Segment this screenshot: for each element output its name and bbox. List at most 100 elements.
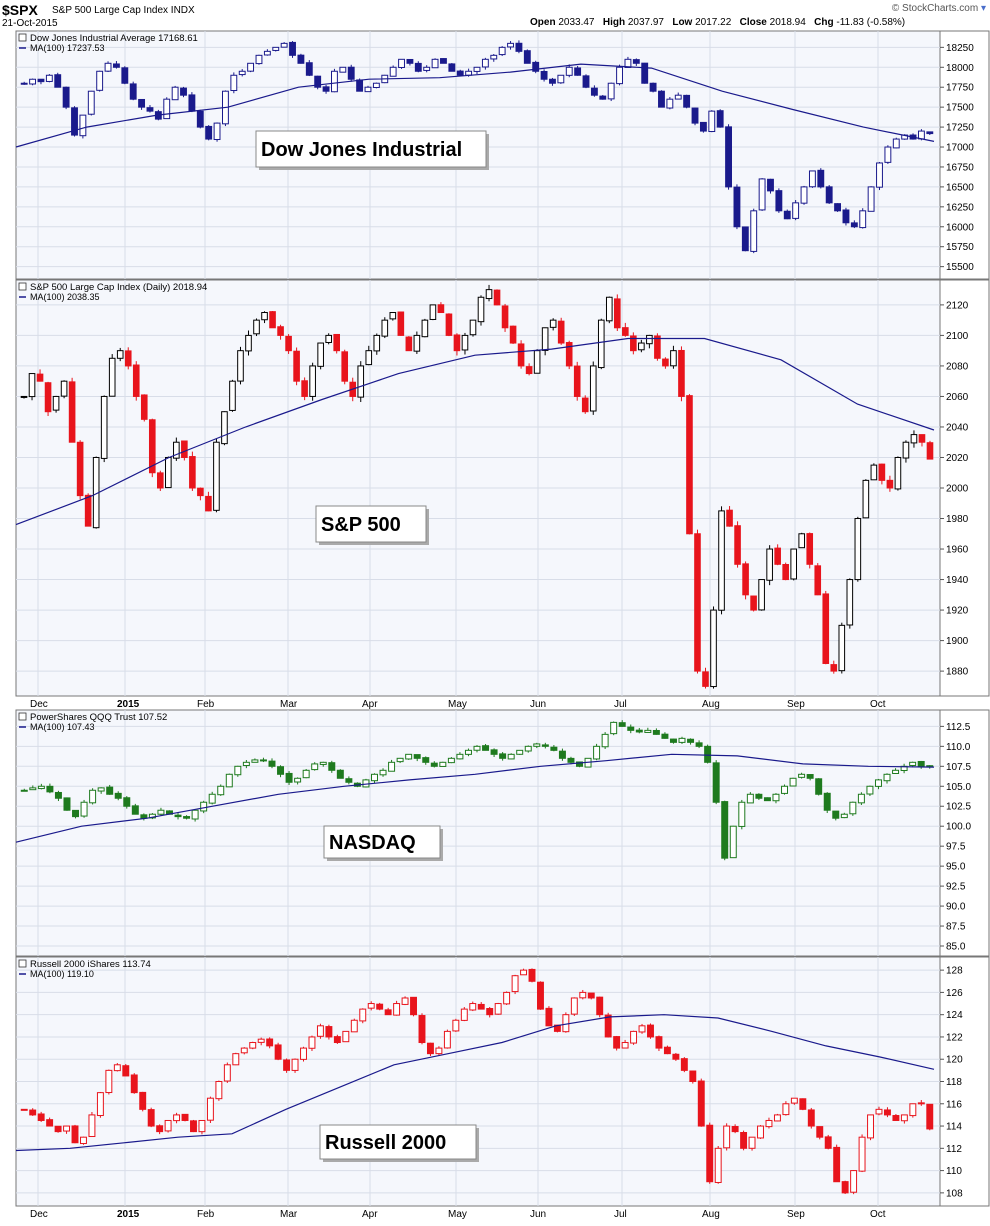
panel-3-candle-body: [359, 1008, 367, 1022]
panel-1-candle-body: [357, 365, 365, 398]
panel-2-candle-body: [396, 757, 404, 763]
panel-3-y-tick-label: 128: [946, 966, 963, 977]
panel-3-candle-body: [164, 1119, 172, 1132]
panel-2-candle-body: [106, 786, 114, 795]
panel-0-candle-body: [180, 87, 187, 96]
panel-1-candle-body: [461, 334, 469, 351]
panel-1-candle-body: [157, 472, 164, 489]
panel-0-candle-body: [674, 94, 682, 100]
panel-3-candle-body: [460, 1008, 468, 1021]
panel-2-candle-body: [54, 791, 62, 799]
panel-2-candle-body: [781, 785, 789, 794]
panel-3-candle-body: [621, 1042, 629, 1049]
panel-2-candle-body: [63, 797, 71, 811]
panel-3-candle-body: [714, 1147, 722, 1183]
panel-0-candle-body: [465, 70, 473, 76]
panel-0-candle-body: [917, 130, 925, 140]
panel-1-candle-body: [854, 518, 862, 581]
panel-0-candle-body: [691, 107, 699, 124]
panel-3-candle-body: [410, 996, 417, 1016]
panel-0-candle-body: [129, 83, 137, 100]
panel-3-candle-body: [96, 1092, 104, 1117]
panel-1-candle-body: [638, 342, 645, 351]
panel-0-y-tick-label: 18250: [946, 43, 974, 54]
panel-1-candle-body: [181, 440, 188, 458]
panel-1-candle-body: [838, 624, 846, 672]
panel-3-candle-body: [782, 1103, 790, 1116]
panel-0-candle-body: [347, 66, 355, 80]
panel-1-annotation-label: S&P 500: [321, 514, 401, 536]
panel-0-candle-body: [758, 178, 766, 211]
panel-1-candle-body: [902, 441, 910, 459]
panel-3-candle-body: [308, 1036, 316, 1049]
panel-3-candle-body: [486, 1008, 494, 1016]
panel-2-candle-body: [37, 785, 45, 790]
panel-0-candle-body: [356, 79, 364, 92]
panel-2-candle-body: [234, 765, 242, 776]
panel-2-y-tick-label: 90.0: [946, 902, 966, 913]
panel-1-candle-body: [381, 319, 389, 337]
panel-2-candle-body: [72, 809, 80, 818]
panel-2-annotation-label: NASDAQ: [329, 832, 416, 854]
panel-3-candle-body: [926, 1103, 934, 1130]
panel-1-candle-body: [686, 395, 693, 535]
panel-0-candle-body: [138, 98, 146, 108]
panel-1-candle-body: [750, 595, 757, 611]
panel-3-candle-body: [520, 969, 528, 976]
panel-0-y-tick-label: 17250: [946, 123, 974, 134]
panel-1-candle-body: [573, 365, 581, 397]
panel-0-candle-body: [716, 110, 724, 128]
panel-0-annotation-box: [255, 130, 487, 168]
panel-3-candle-body: [875, 1108, 883, 1115]
panel-0-candle-body: [767, 178, 774, 192]
x-axis-month-label: Oct: [870, 1209, 886, 1220]
panel-1-candle-body: [678, 349, 685, 397]
panel-2-candle-body: [874, 779, 882, 787]
panel-3-candle-body: [562, 1014, 570, 1033]
panel-0-candle-body: [163, 98, 171, 120]
panel-2-candle-body: [593, 745, 601, 760]
panel-1-candle-body: [148, 419, 156, 474]
panel-3-candle-body: [680, 1058, 688, 1071]
panel-3-candle-body: [579, 991, 587, 999]
panel-1-candle-body: [108, 357, 116, 397]
panel-2-candle-body: [627, 726, 635, 731]
panel-0-y-tick-label: 17500: [946, 103, 974, 114]
panel-3-candle-body: [503, 991, 511, 1005]
panel-0-candle-body: [892, 138, 900, 149]
panel-2-frame: [15, 709, 941, 957]
stockcharts-credit[interactable]: © StockCharts.com ▾: [891, 3, 986, 14]
panel-1-candle-body: [429, 304, 437, 320]
panel-2-candle-body: [336, 769, 344, 779]
panel-3-candle-body: [706, 1124, 714, 1183]
panel-3-candle-body: [240, 1047, 248, 1054]
panel-0-legend-ma: MA(100) 17237.53: [30, 43, 105, 53]
panel-2-candle-body: [217, 785, 225, 796]
panel-2-candle-body: [704, 745, 712, 763]
panel-3-candle-body: [350, 1019, 358, 1033]
panel-3-candle-body: [206, 1097, 214, 1121]
panel-0-candle-body: [607, 82, 615, 100]
panel-0-candle-body: [565, 66, 573, 76]
panel-0-candle-body: [230, 74, 238, 92]
x-axis-month-label: Apr: [362, 699, 378, 710]
panel-2-y-tick-label: 102.5: [946, 802, 971, 813]
panel-0-ma-line: [15, 63, 935, 148]
panel-2-candle-body: [379, 769, 387, 776]
panel-1-candle-body: [197, 487, 204, 497]
symbol-name: S&P 500 Large Cap Index INDX: [52, 5, 195, 16]
panel-2-candle-body: [849, 801, 857, 815]
panel-1-ma-line: [15, 337, 935, 526]
panel-2-candle-body: [857, 793, 865, 804]
panel-2-candle-body: [464, 749, 472, 755]
panel-1-candle-body: [742, 563, 749, 596]
panel-3-candle-body: [833, 1146, 841, 1183]
panel-0-candle-body: [364, 86, 372, 93]
x-axis-month-label: 2015: [117, 1209, 140, 1220]
panel-0-candle-body: [238, 70, 246, 76]
panel-2-candle-body: [652, 729, 660, 735]
panel-1-candle-body: [541, 327, 549, 351]
panel-1-candle-body: [798, 533, 806, 549]
panel-0-candle-body: [792, 202, 800, 219]
panel-3-y-tick-label: 112: [946, 1144, 962, 1155]
